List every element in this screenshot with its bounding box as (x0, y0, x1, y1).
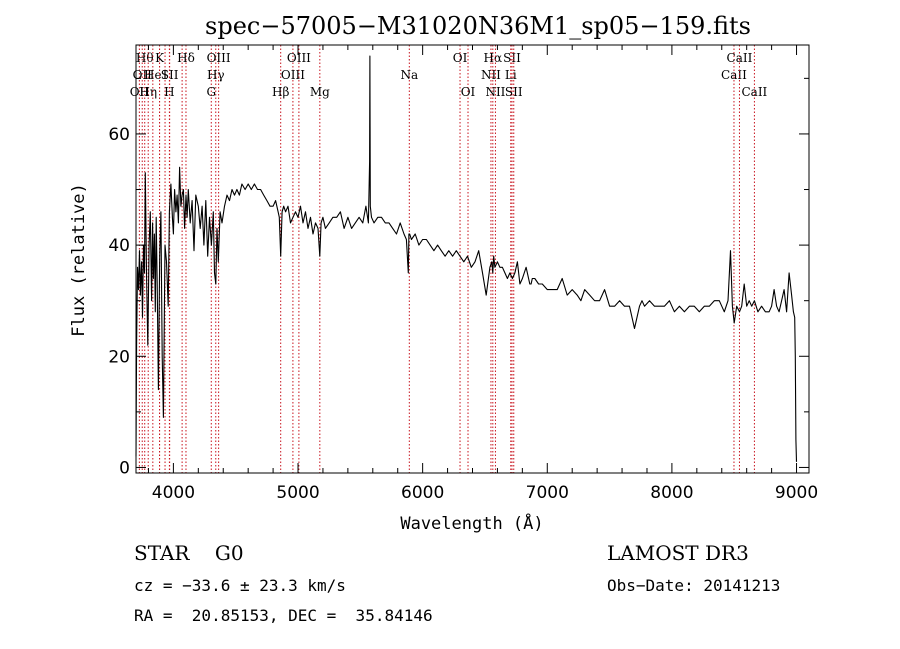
line-marker-label: SII (161, 68, 179, 82)
y-tick-label: 20 (108, 347, 130, 367)
line-marker-label: Na (400, 68, 418, 82)
line-marker-label: Hη (139, 85, 157, 99)
line-marker-label: OI (453, 51, 468, 65)
y-axis: 0 20 40 60 (108, 77, 809, 478)
line-marker-label: OIII (281, 68, 305, 82)
x-axis: 4000 5000 6000 7000 8000 9000 (147, 45, 818, 503)
line-marker-label: Hα (484, 51, 503, 65)
line-marker-label: Mg (310, 85, 330, 99)
spectrum-line (135, 55, 798, 462)
line-markers: OIIOIIHθHηHeKIHSIIHδGHγOIIIHβOIIIOIIIMgN… (130, 45, 768, 473)
x-axis-label: Wavelength (Å) (400, 512, 543, 534)
classification: STAR G0 (134, 541, 244, 565)
line-marker-label: CaII (727, 51, 753, 65)
line-marker-label: Hγ (207, 68, 225, 82)
line-marker-label: Hδ (177, 51, 195, 65)
obs-date: Obs−Date: 20141213 (607, 576, 781, 595)
x-tick-label: 9000 (775, 483, 818, 503)
line-marker-label: Hβ (272, 85, 289, 99)
line-marker-label: Hθ (136, 51, 154, 65)
line-marker-label: He (144, 68, 162, 82)
line-marker-label: NII (485, 85, 505, 99)
chart-title: spec−57005−M31020N36M1_sp05−159.fits (205, 12, 751, 40)
y-tick-label: 0 (119, 458, 130, 478)
line-marker-label: K (155, 51, 165, 65)
line-marker-label: G (206, 85, 216, 99)
line-marker-label: CaII (741, 85, 767, 99)
line-marker-label: OIII (207, 51, 231, 65)
line-marker-label: I (163, 68, 168, 82)
y-axis-label: Flux (relative) (69, 183, 89, 337)
coordinates: RA = 20.85153, DEC = 35.84146 (134, 606, 433, 625)
line-marker-label: CaII (721, 68, 747, 82)
x-tick-label: 7000 (526, 483, 569, 503)
line-marker-label: Li (505, 68, 517, 82)
x-tick-label: 5000 (276, 483, 319, 503)
y-tick-label: 40 (108, 236, 130, 256)
line-marker-label: SII (505, 85, 523, 99)
x-tick-label: 6000 (401, 483, 444, 503)
line-marker-label: OIII (287, 51, 311, 65)
line-marker-label: NII (481, 68, 501, 82)
line-marker-label: OI (461, 85, 476, 99)
spectrum-series (135, 55, 798, 462)
y-tick-label: 60 (108, 125, 130, 145)
redshift-cz: cz = −33.6 ± 23.3 km/s (134, 576, 346, 595)
x-tick-label: 4000 (152, 483, 195, 503)
line-marker-label: SII (503, 51, 521, 65)
plot-frame (135, 44, 810, 474)
survey-name: LAMOST DR3 (607, 541, 749, 565)
x-tick-label: 8000 (650, 483, 693, 503)
